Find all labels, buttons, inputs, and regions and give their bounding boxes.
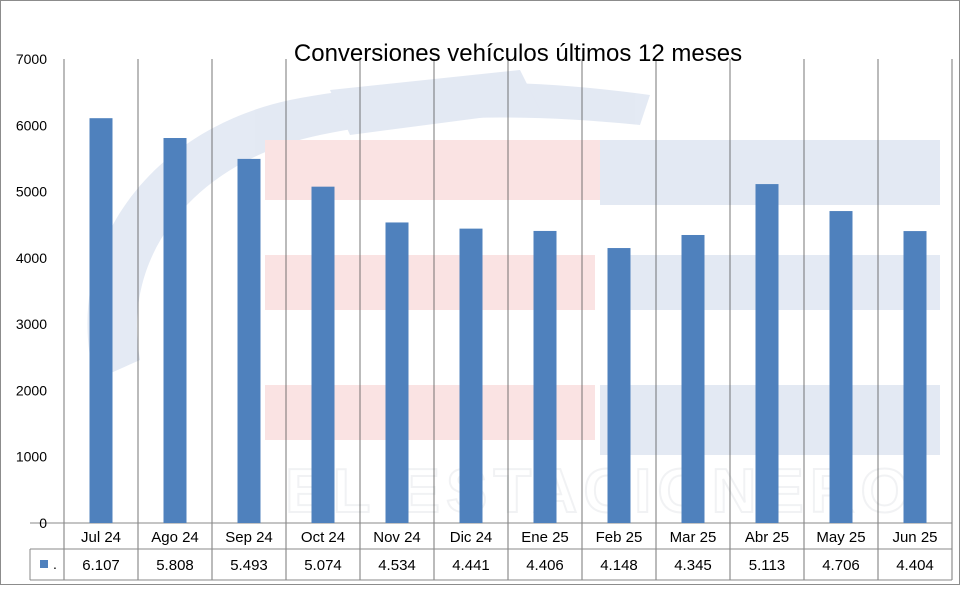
bar-8 [681, 234, 705, 523]
data-table-value: 5.113 [749, 557, 785, 574]
data-table-value: 4.706 [822, 557, 860, 574]
bar-7 [607, 248, 631, 523]
data-table-value: 4.404 [896, 557, 934, 574]
legend-swatch [40, 560, 48, 568]
x-tick-label: Dic 24 [450, 529, 493, 546]
x-tick-label: Mar 25 [670, 529, 717, 546]
x-tick-label: Abr 25 [745, 529, 789, 546]
y-tick-label: 4000 [16, 250, 47, 266]
data-table-value: 4.345 [674, 557, 712, 574]
x-tick-label: Sep 24 [225, 529, 273, 546]
bar-5 [459, 228, 483, 524]
y-tick-label: 2000 [16, 382, 47, 398]
y-tick-label: 7000 [16, 51, 47, 67]
x-tick-label: Jul 24 [81, 529, 121, 546]
x-tick-label: Ene 25 [521, 529, 569, 546]
x-tick-label: May 25 [816, 529, 865, 546]
data-table-value: 5.808 [156, 557, 194, 574]
bars [89, 118, 927, 524]
y-tick-label: 0 [39, 515, 47, 531]
watermark-blue-block-2 [620, 255, 940, 310]
bar-4 [385, 222, 409, 523]
y-tick-label: 6000 [16, 117, 47, 133]
bar-11 [903, 231, 927, 524]
bar-1 [163, 138, 187, 523]
bar-3 [311, 186, 335, 523]
data-table-value: 4.441 [452, 557, 490, 574]
x-tick-label: Ago 24 [151, 529, 199, 546]
watermark-swoosh [87, 82, 650, 380]
y-tick-label: 1000 [16, 449, 47, 465]
y-tick-label: 3000 [16, 316, 47, 332]
x-tick-label: Feb 25 [596, 529, 643, 546]
x-tick-label: Oct 24 [301, 529, 345, 546]
watermark-nozzle [330, 70, 540, 135]
data-table-value: 4.406 [526, 557, 564, 574]
legend-label: . [53, 556, 57, 572]
x-tick-label: Jun 25 [892, 529, 937, 546]
data-table-value: 5.493 [230, 557, 268, 574]
bar-2 [237, 158, 261, 523]
data-table-value: 6.107 [82, 557, 120, 574]
data-table: Jul 24 6.107 Ago 24 5.808 Sep 24 5.493 Oct 24 5… [40, 529, 938, 574]
bar-6 [533, 230, 557, 524]
x-tick-label: Nov 24 [373, 529, 421, 546]
y-tick-label: 5000 [16, 184, 47, 200]
bar-10 [829, 211, 853, 523]
data-table-value: 4.148 [600, 557, 638, 574]
data-table-value: 5.074 [304, 557, 342, 574]
bar-0 [89, 118, 113, 523]
y-axis: 0 1000 2000 3000 4000 5000 6000 7000 [16, 51, 47, 531]
watermark-text: EL ESTACIONERO [285, 457, 914, 526]
bar-9 [755, 184, 779, 523]
chart-title: Conversiones vehículos últimos 12 meses [294, 40, 742, 67]
data-table-value: 4.534 [378, 557, 416, 574]
